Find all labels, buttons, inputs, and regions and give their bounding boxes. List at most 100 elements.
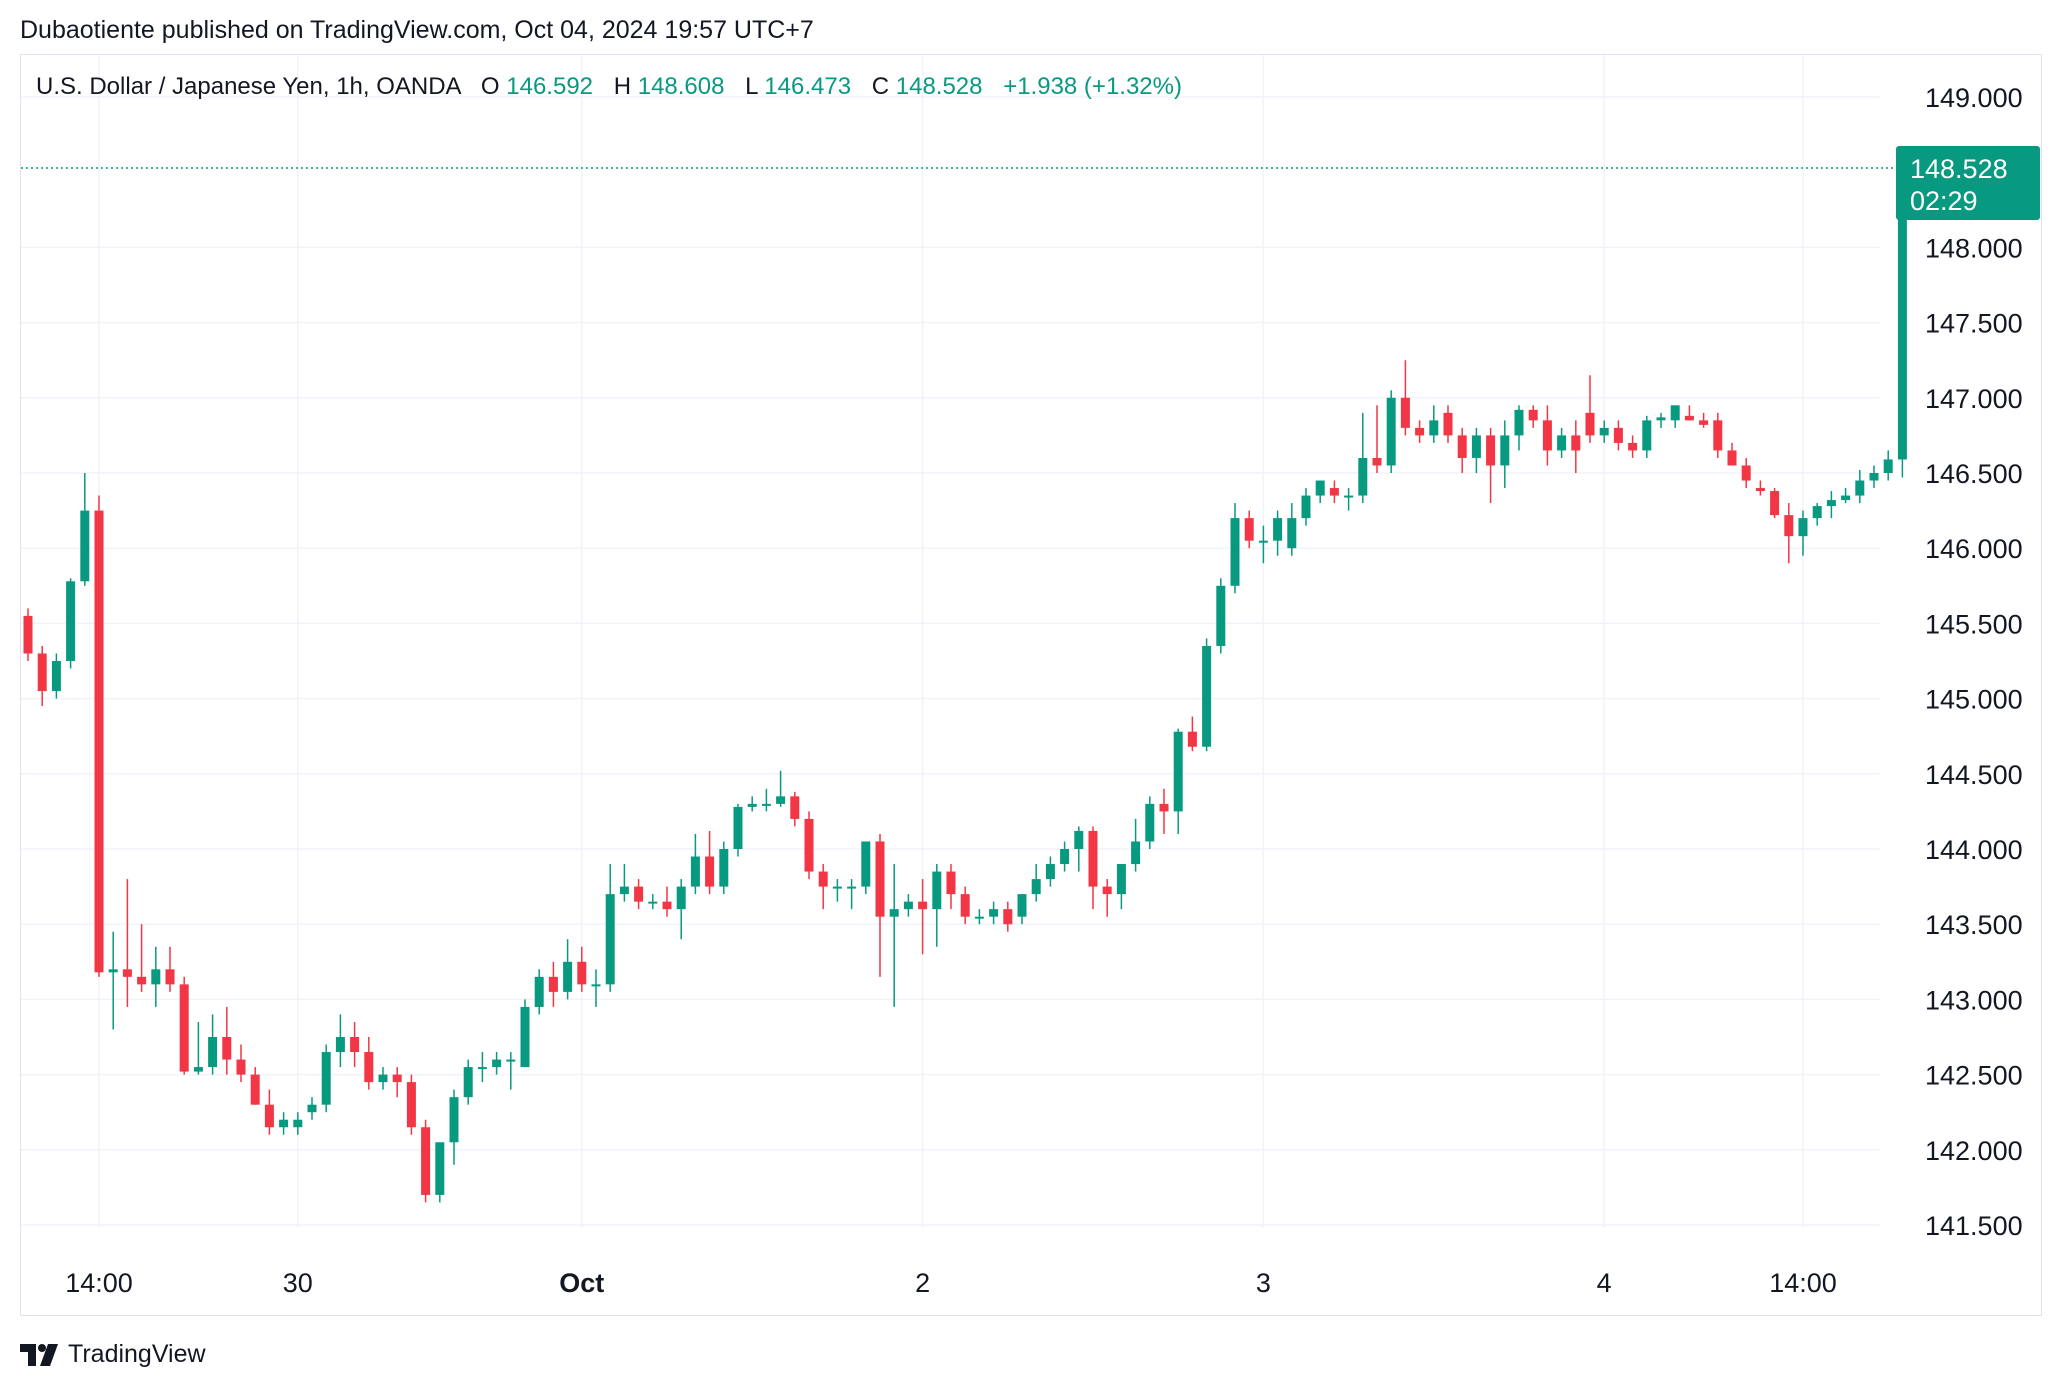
candle — [989, 901, 999, 925]
candle-body — [563, 961, 573, 992]
candle — [1017, 894, 1027, 925]
candle — [80, 473, 90, 586]
candle — [1145, 796, 1155, 849]
last-price-value: 148.528 — [1910, 154, 2008, 184]
legend-close-value: 148.528 — [896, 73, 983, 100]
legend-low-value: 146.473 — [764, 73, 851, 100]
candle — [918, 879, 928, 955]
candle-body — [1869, 473, 1879, 481]
x-tick-label: 2 — [915, 1268, 930, 1298]
candle — [1244, 510, 1254, 549]
candle-body — [1457, 435, 1467, 458]
candle-body — [1358, 457, 1368, 496]
candle-body — [51, 661, 61, 692]
candle-body — [1344, 495, 1354, 498]
candle — [492, 1052, 502, 1075]
candle-body — [1741, 465, 1751, 481]
candle — [151, 946, 161, 1007]
candle-body — [378, 1074, 388, 1083]
price-axis[interactable]: 149.000 148.000 147.500 147.000 146.500 146.0… — [1925, 83, 2023, 1241]
y-tick-label: 147.000 — [1925, 384, 2023, 414]
y-tick-label: 144.500 — [1925, 760, 2023, 790]
candle — [1514, 405, 1524, 451]
candle — [648, 894, 658, 910]
candle — [1116, 864, 1126, 910]
y-tick-label: 142.500 — [1925, 1061, 2023, 1091]
candle-body — [1755, 488, 1765, 492]
candle — [1074, 826, 1084, 872]
candle-body — [208, 1037, 218, 1068]
candle — [790, 791, 800, 827]
candle — [733, 803, 743, 857]
candle — [1855, 469, 1865, 504]
candle-body — [80, 510, 90, 582]
candle-body — [1443, 412, 1453, 436]
candle-body — [1713, 420, 1723, 451]
candle-body — [1542, 420, 1552, 451]
candle — [889, 864, 899, 1007]
candle-body — [1528, 409, 1538, 421]
candle — [1102, 879, 1112, 917]
candle — [577, 946, 587, 992]
candle — [392, 1067, 402, 1098]
candlestick-chart[interactable]: 149.000 148.000 147.500 147.000 146.500 146.0… — [0, 0, 2062, 1340]
candle — [421, 1119, 431, 1203]
candle-body — [903, 901, 913, 910]
legend-low-label: L — [745, 73, 758, 100]
candle — [108, 931, 118, 1030]
legend-high-label: H — [614, 73, 631, 100]
candle-body — [335, 1037, 345, 1053]
candle-body — [932, 871, 942, 910]
candle — [1088, 826, 1098, 910]
candle-body — [1315, 480, 1325, 496]
candle — [946, 864, 956, 910]
candle — [563, 939, 573, 1000]
candle — [1258, 525, 1268, 564]
candle — [279, 1112, 289, 1135]
candle-body — [946, 871, 956, 895]
y-tick-label: 143.500 — [1925, 910, 2023, 940]
candle — [1003, 901, 1013, 932]
candle — [960, 886, 970, 925]
candle-body — [634, 886, 644, 902]
time-axis[interactable]: 14:00 30 Oct 2 3 4 14:00 — [65, 1268, 1837, 1298]
footer-brand[interactable]: TradingView — [20, 1340, 206, 1369]
candle — [66, 578, 76, 669]
candle — [1599, 420, 1609, 443]
candle — [1699, 412, 1709, 428]
candle-body — [179, 984, 189, 1072]
candle — [23, 608, 33, 661]
y-tick-label: 146.500 — [1925, 459, 2023, 489]
candle-body — [406, 1082, 416, 1128]
candle — [548, 961, 558, 1007]
candle-body — [421, 1127, 431, 1195]
legend-change: +1.938 (+1.32%) — [1003, 73, 1182, 100]
candle-body — [960, 894, 970, 917]
candle-body — [1770, 491, 1780, 516]
candle-body — [918, 901, 928, 910]
candle — [1798, 510, 1808, 556]
candle — [634, 879, 644, 910]
candle — [1287, 503, 1297, 556]
candle-body — [435, 1142, 445, 1195]
candles — [23, 155, 1907, 1203]
candle — [861, 841, 871, 895]
candle-body — [548, 976, 558, 992]
candle — [818, 864, 828, 910]
candle — [1883, 450, 1893, 481]
candle-body — [1656, 417, 1666, 421]
candle-body — [222, 1037, 232, 1060]
candle — [1131, 818, 1141, 872]
candle-body — [761, 803, 771, 806]
candle-body — [1699, 420, 1709, 425]
candle-body — [1613, 427, 1623, 443]
candle — [307, 1097, 317, 1120]
candle-body — [861, 841, 871, 887]
candle — [321, 1044, 331, 1113]
candle-body — [818, 871, 828, 887]
candle — [719, 841, 729, 895]
candle — [761, 788, 771, 812]
candle — [179, 976, 189, 1075]
chart-frame[interactable] — [20, 54, 2042, 1316]
candle-body — [1116, 864, 1126, 895]
